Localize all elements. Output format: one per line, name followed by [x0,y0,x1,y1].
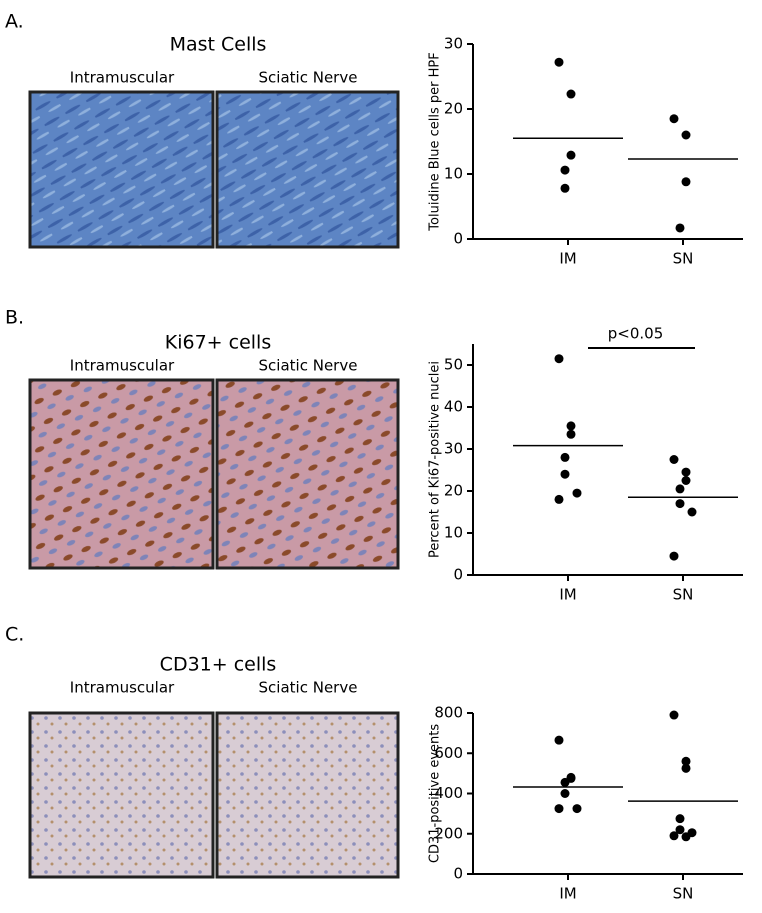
annotation: p<0.05 [608,325,664,343]
data-point [566,150,576,160]
data-point [669,831,679,841]
data-point [681,130,691,140]
y-tick-label: 30 [444,440,463,458]
image-label: Intramuscular [70,69,175,87]
y-tick-label: 0 [453,566,463,584]
image-label: Sciatic Nerve [259,357,358,375]
data-point [554,735,564,745]
panel-a-images [28,90,400,249]
data-point [566,89,576,99]
y-tick-label: 30 [444,35,463,53]
data-point [554,804,564,814]
panel-title: Ki67+ cells [165,332,271,354]
data-point [681,763,691,773]
y-tick-label: 10 [444,165,463,183]
panel-label: C. [5,624,24,646]
data-point [675,484,685,494]
data-point [572,488,582,498]
x-tick-label: IM [559,586,576,604]
data-point [560,777,570,787]
data-point [675,499,685,509]
panel-label: A. [5,11,24,33]
y-tick-label: 50 [444,356,463,374]
data-point [681,467,691,477]
data-point [681,177,691,187]
data-point [572,804,582,814]
x-tick-label: SN [673,586,694,604]
y-tick-label: 200 [434,824,463,842]
y-tick-label: 10 [444,524,463,542]
y-tick-label: 20 [444,100,463,118]
data-point [560,452,570,462]
data-point [554,354,564,364]
x-tick-label: IM [559,250,576,268]
panel-title: CD31+ cells [160,654,277,676]
data-point [566,429,576,439]
data-point [675,223,685,233]
x-tick-label: SN [673,885,694,903]
data-point [560,165,570,175]
data-point [560,789,570,798]
data-point [669,455,679,464]
data-point [681,756,691,766]
data-point [554,57,564,67]
x-tick-label: SN [673,250,694,268]
data-point [687,507,697,517]
data-point [669,551,679,561]
data-point [560,183,570,193]
image-label: Intramuscular [70,679,175,697]
data-point [681,832,691,842]
image-label: Intramuscular [70,357,175,375]
y-tick-label: 20 [444,482,463,500]
data-point [675,814,685,824]
data-point [669,710,679,720]
y-tick-label: 40 [444,398,463,416]
y-axis-label: Toluidine Blue cells per HPF [428,52,443,231]
y-axis-label: CD31-positive events [428,724,443,863]
y-tick-label: 400 [434,784,463,802]
panel-title: Mast Cells [170,34,267,56]
y-tick-label: 0 [453,865,463,883]
data-point [675,825,685,835]
data-point [681,476,691,485]
y-tick-label: 800 [434,704,463,722]
data-point [566,421,576,431]
panel-label: B. [5,307,24,329]
x-tick-label: IM [559,885,576,903]
image-label: Sciatic Nerve [259,679,358,697]
data-point [554,494,564,504]
y-axis-label: Percent of Ki67-positive nuclei [428,361,443,558]
data-point [669,114,679,124]
y-tick-label: 600 [434,744,463,762]
data-point [560,469,570,479]
image-label: Sciatic Nerve [259,69,358,87]
panel-b-images [28,378,400,570]
y-tick-label: 0 [453,230,463,248]
panel-c-images [28,711,400,879]
